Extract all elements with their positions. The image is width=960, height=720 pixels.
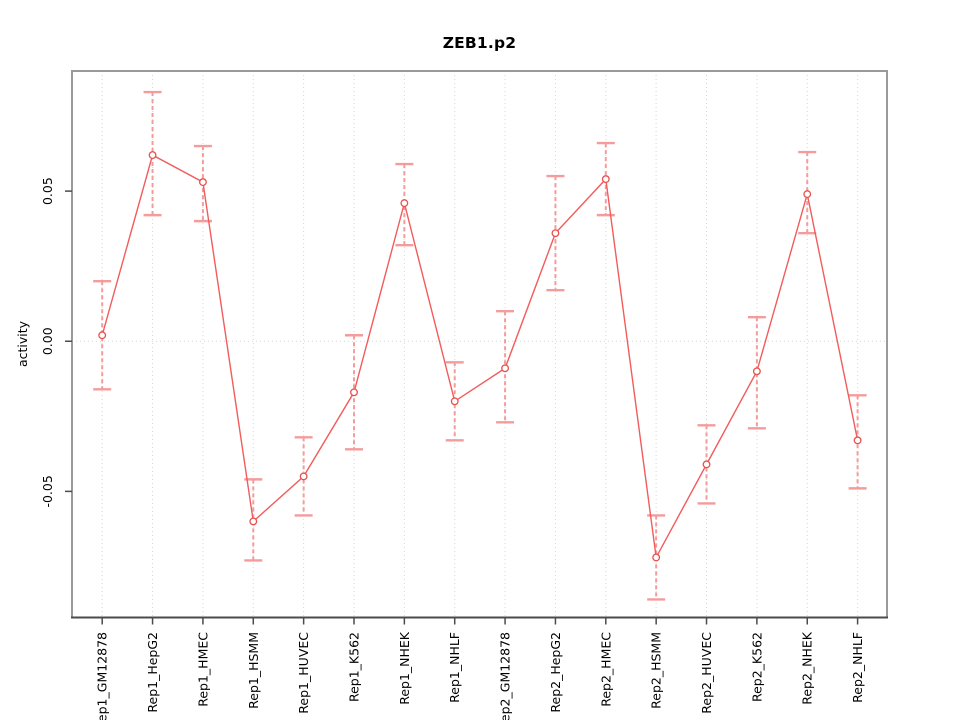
x-tick-label: Rep2_NHLF — [850, 632, 865, 703]
x-tick-label: Rep2_GM12878 — [498, 632, 513, 720]
x-tick-label: Rep2_NHEK — [800, 631, 815, 705]
chart-title: ZEB1.p2 — [442, 34, 517, 52]
data-point — [501, 364, 510, 373]
data-point — [148, 151, 157, 160]
data-point — [752, 367, 761, 376]
x-tick-label: Rep2_HMEC — [598, 632, 613, 707]
data-point — [853, 436, 862, 445]
y-tick-label: -0.05 — [40, 475, 55, 507]
x-tick-label: Rep1_HMEC — [195, 632, 210, 707]
data-point — [450, 397, 459, 406]
svg-text:activity: activity — [15, 320, 30, 367]
x-tick-label: Rep1_HSMM — [246, 632, 261, 709]
y-tick-label: 0.05 — [40, 177, 55, 205]
error-bars — [93, 90, 867, 601]
x-tick-label: Rep1_HepG2 — [145, 632, 160, 713]
x-tick-label: Rep2_HUVEC — [699, 632, 714, 714]
x-tick-label: Rep2_HepG2 — [548, 632, 563, 713]
y-tick-label: 0.00 — [40, 327, 55, 355]
x-axis — [71, 616, 888, 625]
data-point — [702, 460, 711, 469]
data-point — [249, 517, 258, 526]
y-axis-title: activity — [15, 320, 30, 367]
x-tick-label: Rep2_K562 — [749, 632, 764, 702]
data-point — [400, 199, 409, 208]
data-point — [551, 229, 560, 238]
data-point — [803, 190, 812, 199]
data-point — [350, 388, 358, 397]
data-point — [299, 472, 308, 481]
x-tick-label: Rep1_K562 — [347, 632, 362, 702]
x-tick-label: Rep1_NHLF — [447, 632, 462, 703]
x-tick-label: Rep2_HSMM — [649, 632, 664, 709]
data-point — [98, 331, 107, 340]
data-point — [198, 178, 207, 187]
series-line — [101, 154, 859, 560]
x-gridlines — [101, 71, 859, 618]
x-tick-label: Rep1_HUVEC — [296, 632, 311, 714]
x-tick-labels: Rep1_GM12878 Rep1_HepG2 Rep1_HMEC Rep1_HSMM… — [95, 631, 865, 720]
data-point — [601, 175, 610, 184]
x-tick-label: Rep1_NHEK — [397, 631, 412, 705]
data-points — [98, 151, 862, 562]
y-tick-labels: -0.05 0.00 0.05 — [40, 177, 55, 507]
x-tick-label: Rep1_GM12878 — [95, 632, 110, 720]
y-axis — [65, 190, 72, 493]
data-point — [652, 553, 661, 562]
